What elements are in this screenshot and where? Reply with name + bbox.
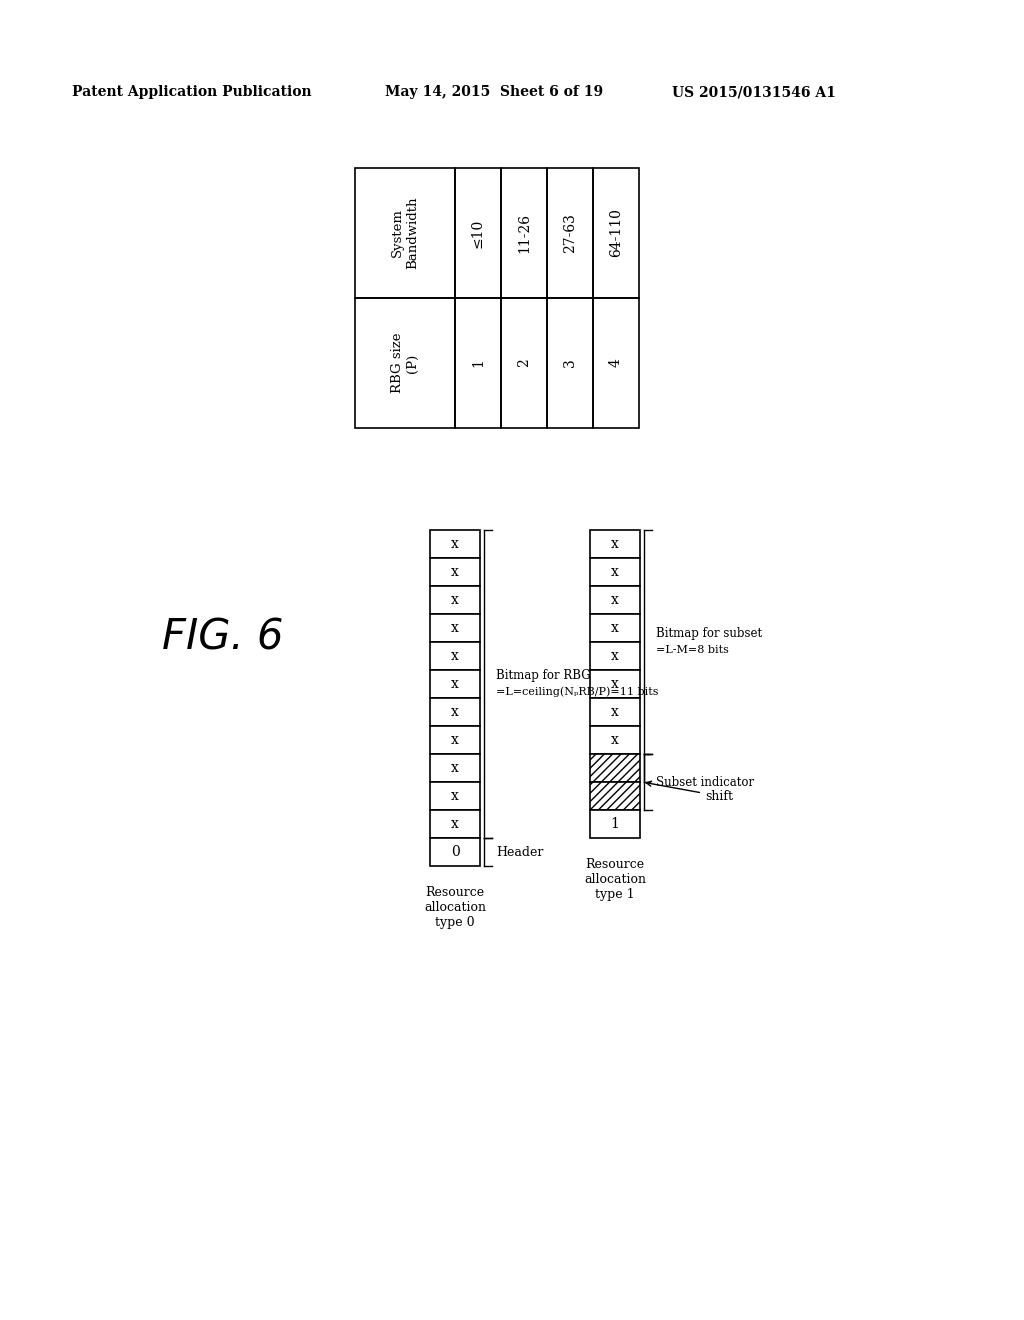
Bar: [430, 698, 480, 726]
Text: x: x: [611, 705, 618, 719]
Text: x: x: [611, 620, 618, 635]
Bar: [430, 781, 480, 810]
Bar: [430, 810, 480, 838]
Bar: [430, 754, 480, 781]
Bar: [593, 168, 639, 298]
Bar: [355, 298, 455, 428]
Text: x: x: [451, 817, 459, 832]
Text: x: x: [611, 593, 618, 607]
Text: x: x: [451, 705, 459, 719]
Bar: [430, 726, 480, 754]
Bar: [355, 168, 455, 298]
Text: May 14, 2015  Sheet 6 of 19: May 14, 2015 Sheet 6 of 19: [385, 84, 603, 99]
Text: x: x: [451, 537, 459, 550]
Text: Patent Application Publication: Patent Application Publication: [72, 84, 311, 99]
Text: x: x: [611, 733, 618, 747]
Text: x: x: [451, 593, 459, 607]
Bar: [590, 781, 640, 810]
Text: 4: 4: [609, 359, 623, 367]
Text: Resource
allocation
type 1: Resource allocation type 1: [584, 858, 646, 902]
Text: FIG. 6: FIG. 6: [162, 616, 284, 659]
Text: 2: 2: [517, 359, 531, 367]
Bar: [590, 586, 640, 614]
Bar: [590, 754, 640, 781]
Bar: [430, 671, 480, 698]
Bar: [430, 531, 480, 558]
Text: x: x: [451, 649, 459, 663]
Text: x: x: [611, 649, 618, 663]
Bar: [590, 698, 640, 726]
Text: =L-M=8 bits: =L-M=8 bits: [656, 645, 729, 655]
Text: 1: 1: [610, 817, 620, 832]
Text: Subset indicator: Subset indicator: [656, 776, 754, 788]
Bar: [430, 586, 480, 614]
Text: System
Bandwidth: System Bandwidth: [391, 197, 419, 269]
Bar: [501, 298, 547, 428]
Bar: [547, 168, 593, 298]
Text: x: x: [451, 565, 459, 579]
Text: x: x: [611, 677, 618, 690]
Text: x: x: [611, 565, 618, 579]
Bar: [455, 168, 501, 298]
Text: RBG size
(P): RBG size (P): [391, 333, 419, 393]
Bar: [501, 168, 547, 298]
Text: x: x: [451, 789, 459, 803]
Bar: [590, 531, 640, 558]
Bar: [593, 298, 639, 428]
Text: 0: 0: [451, 845, 460, 859]
Bar: [590, 671, 640, 698]
Text: x: x: [451, 677, 459, 690]
Bar: [547, 298, 593, 428]
Text: 1: 1: [471, 359, 485, 367]
Text: 3: 3: [563, 359, 577, 367]
Text: Bitmap for RBG: Bitmap for RBG: [496, 669, 591, 682]
Text: x: x: [451, 733, 459, 747]
Text: x: x: [611, 537, 618, 550]
Text: US 2015/0131546 A1: US 2015/0131546 A1: [672, 84, 836, 99]
Bar: [590, 810, 640, 838]
Text: x: x: [451, 620, 459, 635]
Bar: [430, 558, 480, 586]
Bar: [430, 614, 480, 642]
Text: Resource
allocation
type 0: Resource allocation type 0: [424, 886, 486, 929]
Bar: [455, 298, 501, 428]
Text: shift: shift: [646, 781, 733, 803]
Text: 11-26: 11-26: [517, 213, 531, 253]
Bar: [590, 614, 640, 642]
Text: =L=ceiling(NₚRB/P)=11 bits: =L=ceiling(NₚRB/P)=11 bits: [496, 686, 658, 697]
Bar: [590, 558, 640, 586]
Text: 64-110: 64-110: [609, 209, 623, 257]
Text: Header: Header: [496, 846, 544, 858]
Bar: [430, 838, 480, 866]
Bar: [590, 642, 640, 671]
Text: ≤10: ≤10: [471, 218, 485, 248]
Text: x: x: [451, 762, 459, 775]
Bar: [430, 642, 480, 671]
Bar: [590, 726, 640, 754]
Text: Bitmap for subset: Bitmap for subset: [656, 627, 762, 640]
Text: 27-63: 27-63: [563, 213, 577, 253]
